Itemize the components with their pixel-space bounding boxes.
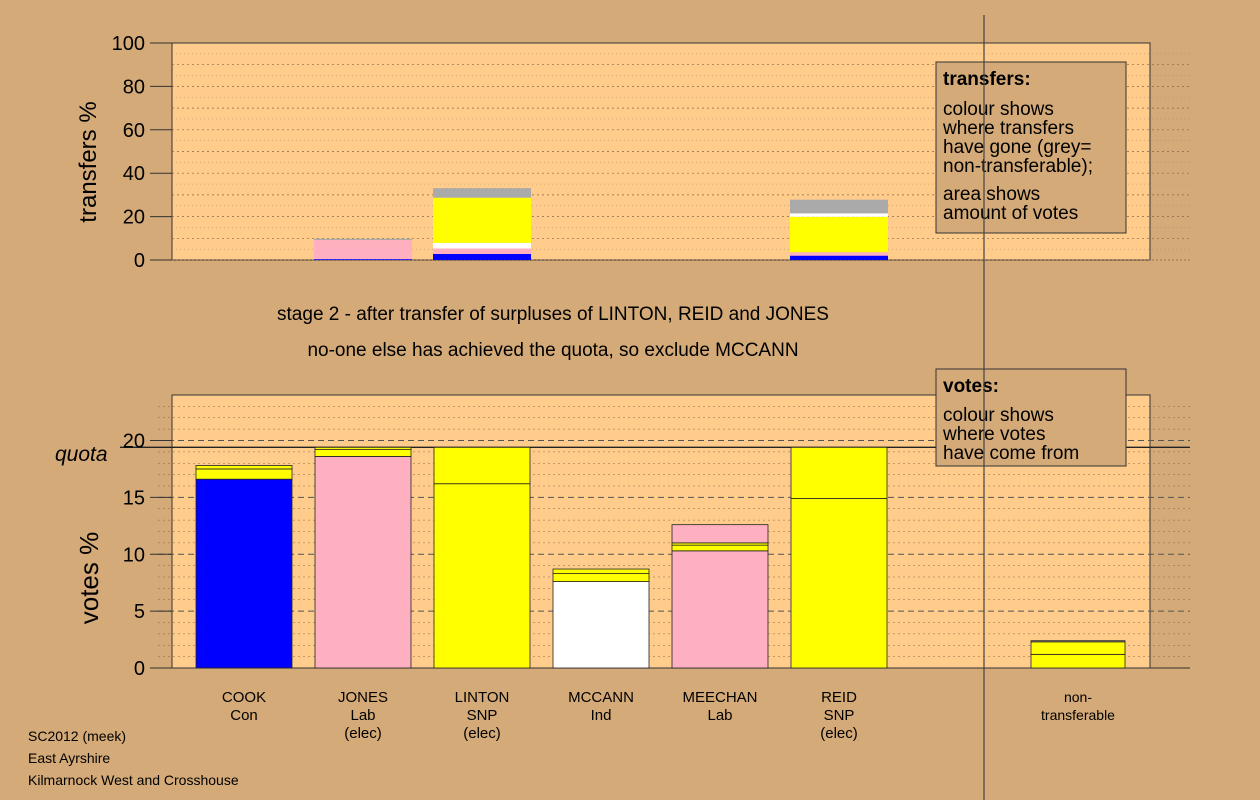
- candidate-party: Con: [230, 707, 258, 724]
- transfers-ylabel: transfers %: [75, 101, 102, 222]
- ytick-label: 20: [123, 431, 145, 453]
- vote-segment: [314, 456, 412, 669]
- transfer-segment: [433, 253, 531, 260]
- votes-bars: [195, 446, 1126, 669]
- candidate-party: Lab: [350, 707, 375, 724]
- vote-segment: [314, 449, 412, 457]
- ytick-label: 60: [123, 120, 145, 142]
- transfer-segment: [314, 238, 412, 241]
- vote-segment: [671, 524, 769, 544]
- transfer-segment: [790, 252, 888, 256]
- exclusion-caption: no-one else has achieved the quota, so e…: [307, 340, 798, 361]
- transfers-legend-box: transfers: colour shows where transfers …: [935, 61, 1127, 234]
- candidate-party: Lab: [707, 707, 732, 724]
- vote-segment: [552, 568, 650, 574]
- vote-segment: [552, 581, 650, 669]
- candidate-note: (elec): [820, 725, 858, 742]
- ytick-label: 100: [112, 33, 145, 55]
- transfers-legend-line: amount of votes: [943, 203, 1078, 224]
- transfers-legend-line: have gone (grey=: [943, 137, 1091, 158]
- transfers-legend-line: non-transferable);: [943, 156, 1093, 177]
- footer-ward: Kilmarnock West and Crosshouse: [28, 772, 239, 788]
- transfers-legend-line: colour shows: [943, 99, 1054, 120]
- vote-segment: [671, 550, 769, 669]
- ytick-label: 5: [134, 601, 145, 623]
- vote-segment: [314, 446, 412, 451]
- transfer-segment: [433, 242, 531, 249]
- candidate-note: (elec): [463, 725, 501, 742]
- ytick-label: 0: [134, 658, 145, 680]
- footer-council: East Ayrshire: [28, 750, 110, 766]
- candidate-name: LINTON: [455, 689, 510, 706]
- candidate-name: MCCANN: [568, 689, 634, 706]
- vote-segment: [790, 446, 888, 499]
- vote-segment: [195, 468, 293, 480]
- transfer-segment: [314, 240, 412, 260]
- transfer-segment: [790, 216, 888, 253]
- votes-panel: 0 5 10 15 20 votes % quota: [55, 394, 1190, 680]
- transfer-segment: [433, 197, 531, 243]
- ytick-label: 10: [123, 544, 145, 566]
- vote-segment: [433, 483, 531, 669]
- transfer-segment: [433, 248, 531, 254]
- candidate-name: COOK: [222, 689, 266, 706]
- vote-segment: [433, 446, 531, 485]
- candidate-name: MEECHAN: [682, 689, 757, 706]
- transfer-segment: [790, 255, 888, 260]
- vote-segment: [671, 544, 769, 552]
- transfers-yticks: 0 20 40 60 80 100: [112, 33, 172, 272]
- ytick-label: 40: [123, 163, 145, 185]
- transfers-legend-line: where transfers: [942, 118, 1074, 139]
- candidate-labels: COOKConJONESLab(elec)LINTONSNP(elec)MCCA…: [222, 689, 1115, 742]
- vote-segment: [552, 573, 650, 582]
- transfers-bars: [314, 188, 888, 260]
- transfers-legend-title: transfers:: [943, 69, 1031, 90]
- candidate-party: SNP: [467, 707, 498, 724]
- votes-yticks: 0 5 10 15 20: [123, 431, 172, 680]
- ytick-label: 15: [123, 487, 145, 509]
- candidate-party: SNP: [824, 707, 855, 724]
- candidate-name: REID: [821, 689, 857, 706]
- candidate-party: transferable: [1041, 707, 1115, 723]
- candidate-note: (elec): [344, 725, 382, 742]
- vote-segment: [790, 498, 888, 669]
- footer-source: SC2012 (meek): [28, 728, 126, 744]
- candidate-name: non-: [1064, 689, 1092, 705]
- transfer-segment: [433, 188, 531, 198]
- transfer-segment: [314, 259, 412, 260]
- ytick-label: 0: [134, 250, 145, 272]
- votes-legend-box: votes: colour shows where votes have com…: [935, 368, 1127, 467]
- candidate-party: Ind: [591, 707, 612, 724]
- vote-segment: [1030, 641, 1126, 655]
- vote-segment: [195, 478, 293, 669]
- vote-segment: [195, 465, 293, 470]
- transfer-segment: [790, 213, 888, 217]
- transfers-legend-line: area shows: [943, 184, 1040, 205]
- votes-legend-line: colour shows: [943, 405, 1054, 426]
- stage-caption: stage 2 - after transfer of surpluses of…: [277, 304, 829, 325]
- vote-segment: [1030, 640, 1126, 643]
- transfer-segment: [790, 199, 888, 214]
- votes-legend-title: votes:: [943, 376, 999, 397]
- ytick-label: 80: [123, 76, 145, 98]
- votes-legend-line: where votes: [942, 424, 1045, 445]
- votes-ylabel: votes %: [74, 532, 104, 625]
- vote-segment: [1030, 653, 1126, 669]
- votes-legend-line: have come from: [943, 443, 1079, 464]
- ytick-label: 20: [123, 207, 145, 229]
- candidate-name: JONES: [338, 689, 388, 706]
- quota-label: quota: [55, 443, 108, 466]
